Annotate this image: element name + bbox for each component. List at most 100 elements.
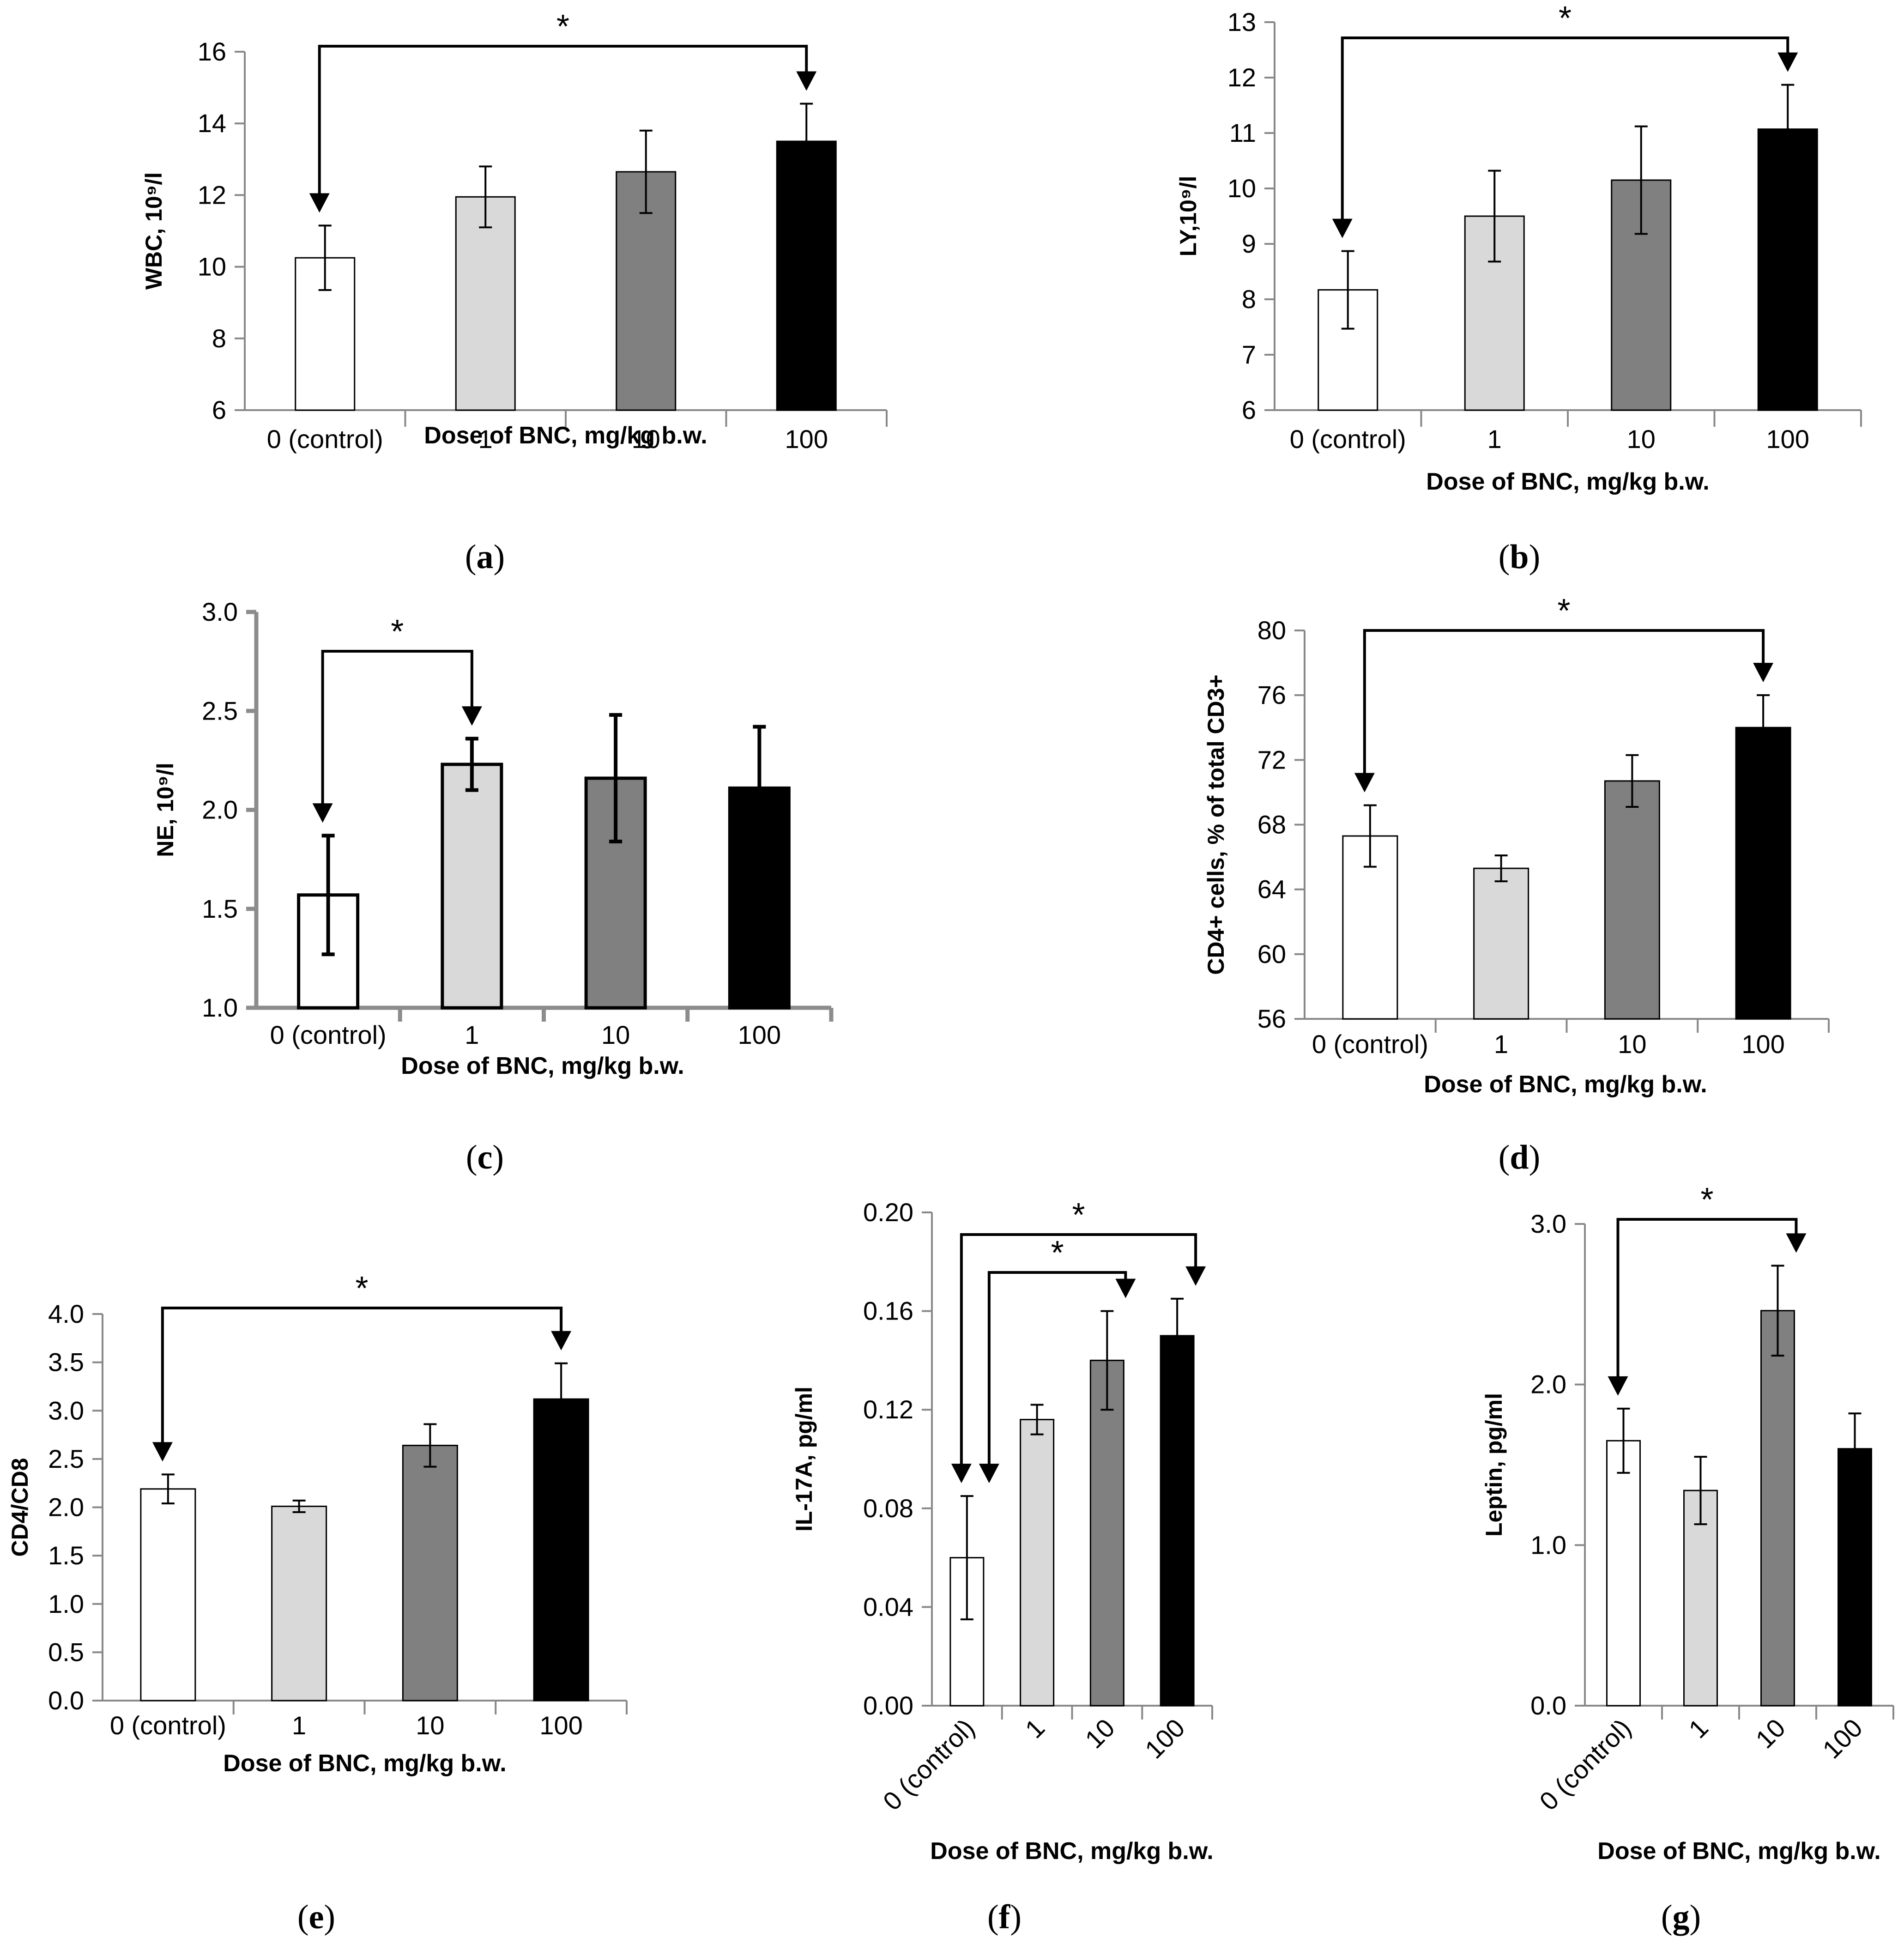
y-axis-label: CD4+ cells, % of total CD3+ bbox=[1203, 674, 1229, 975]
x-axis-label: Dose of BNC, mg/kg b.w. bbox=[223, 1750, 506, 1777]
x-tick-label: 10 bbox=[1079, 1713, 1120, 1754]
y-tick-label: 3.0 bbox=[1530, 1209, 1566, 1238]
y-tick-label: 11 bbox=[1229, 118, 1256, 147]
significance-bracket bbox=[960, 1233, 1197, 1478]
y-tick-label: 1.5 bbox=[202, 894, 238, 923]
bar-e-0 bbox=[140, 1488, 196, 1702]
y-tick-label: 0.16 bbox=[863, 1296, 913, 1326]
y-tick-label: 0.0 bbox=[1530, 1691, 1566, 1720]
y-tick-label: 0.08 bbox=[863, 1494, 913, 1523]
x-tick-label: 100 bbox=[785, 424, 828, 454]
panel-label-open: ( bbox=[987, 1898, 999, 1936]
panel-label-close: ) bbox=[1529, 1139, 1541, 1176]
y-axis-label: LY,10⁹/l bbox=[1175, 176, 1201, 257]
arrow-head bbox=[461, 706, 482, 726]
y-tick-label: 0.0 bbox=[48, 1686, 84, 1715]
y-tick-label: 1.0 bbox=[1530, 1530, 1566, 1559]
panel-label-open: ( bbox=[1661, 1898, 1673, 1936]
panel-label-close: ) bbox=[1529, 538, 1541, 576]
x-tick-label: 0 (control) bbox=[877, 1713, 980, 1816]
y-tick-label: 7 bbox=[1242, 340, 1256, 369]
y-tick-label: 12 bbox=[198, 180, 226, 209]
y-tick-label: 72 bbox=[1257, 745, 1286, 774]
y-tick-label: 1.5 bbox=[48, 1541, 84, 1570]
y-tick-label: 8 bbox=[1242, 285, 1256, 314]
bar-a-3 bbox=[776, 140, 837, 411]
x-axis-label: Dose of BNC, mg/kg b.w. bbox=[424, 422, 707, 449]
chart-d: 56 60 64 68 72 76 80 0 (control) 1 10 100 CD4+ cell… bbox=[1203, 593, 1830, 1176]
arrow-head bbox=[796, 71, 817, 91]
panel-label-letter: e bbox=[309, 1898, 324, 1936]
panel-label: (d) bbox=[1499, 1139, 1540, 1176]
x-tick-label: 0 (control) bbox=[1290, 424, 1406, 454]
arrow-head bbox=[1608, 1376, 1628, 1396]
y-tick-label: 6 bbox=[212, 395, 226, 424]
significance-star: * bbox=[1559, 0, 1572, 37]
x-tick-label: 10 bbox=[416, 1711, 444, 1740]
y-tick-label: 1.0 bbox=[202, 993, 238, 1022]
y-tick-label: 68 bbox=[1257, 810, 1286, 839]
panel-label-close: ) bbox=[1010, 1898, 1022, 1936]
y-tick-label: 76 bbox=[1257, 680, 1286, 709]
x-tick-label: 100 bbox=[1766, 424, 1809, 454]
y-axis-label: CD4/CD8 bbox=[7, 1458, 33, 1557]
y-tick-label: 2.0 bbox=[202, 795, 238, 824]
chart-f: 0.00 0.04 0.08 0.12 0.16 0.20 0 (control) 1 10 10… bbox=[791, 1197, 1214, 1936]
x-tick-label: 10 bbox=[1627, 424, 1656, 454]
bar-g-3 bbox=[1838, 1448, 1872, 1707]
x-tick-label: 10 bbox=[601, 1020, 630, 1049]
panel-label-close: ) bbox=[324, 1898, 335, 1936]
panel-label-letter: d bbox=[1510, 1139, 1529, 1176]
bar-g-2 bbox=[1760, 1310, 1795, 1707]
y-tick-label: 64 bbox=[1257, 875, 1286, 904]
bar-e-3 bbox=[533, 1398, 589, 1702]
significance-bracket bbox=[1363, 629, 1765, 787]
chart-a: 6 8 10 12 14 16 0 (control) 1 10 100 WBC, 10⁹/l Dos… bbox=[141, 8, 888, 576]
significance-star: * bbox=[1700, 1181, 1713, 1218]
x-tick-label: 10 bbox=[1618, 1030, 1646, 1059]
arrow-head bbox=[1786, 1233, 1807, 1253]
panel-label-open: ( bbox=[1499, 1139, 1510, 1176]
arrow-head bbox=[1354, 773, 1375, 793]
x-tick-label: 1 bbox=[465, 1020, 479, 1049]
x-tick-label: 0 (control) bbox=[270, 1020, 387, 1049]
arrow-head bbox=[551, 1331, 572, 1350]
y-tick-label: 60 bbox=[1257, 939, 1286, 969]
y-tick-label: 0.04 bbox=[863, 1592, 913, 1621]
y-tick-label: 2.0 bbox=[48, 1493, 84, 1522]
chart-e: 0.0 0.5 1.0 1.5 2.0 2.5 3.0 3.5 4.0 0 (control) 1 1… bbox=[7, 1270, 628, 1936]
x-tick-label: 100 bbox=[1741, 1030, 1784, 1059]
panel-label-open: ( bbox=[465, 538, 477, 576]
x-axis-label: Dose of BNC, mg/kg b.w. bbox=[1597, 1838, 1880, 1865]
x-tick-label: 1 bbox=[1020, 1713, 1051, 1744]
y-axis-label: WBC, 10⁹/l bbox=[141, 172, 167, 290]
x-tick-label: 1 bbox=[292, 1711, 306, 1740]
x-tick-label: 10 bbox=[1750, 1713, 1791, 1754]
significance-star: * bbox=[1051, 1235, 1064, 1272]
y-tick-label: 0.00 bbox=[863, 1691, 913, 1720]
arrow-head bbox=[1185, 1266, 1206, 1286]
panel-label-open: ( bbox=[297, 1898, 309, 1936]
x-tick-label: 1 bbox=[1494, 1030, 1508, 1059]
significance-star: * bbox=[391, 613, 404, 650]
panel-label-open: ( bbox=[466, 1139, 478, 1176]
x-tick-label: 0 (control) bbox=[267, 424, 383, 454]
bar-d-1 bbox=[1473, 867, 1529, 1020]
significance-bracket bbox=[161, 1307, 563, 1456]
y-tick-label: 3.0 bbox=[48, 1396, 84, 1425]
significance-bracket bbox=[1341, 36, 1789, 233]
y-tick-label: 3.5 bbox=[48, 1348, 84, 1377]
x-axis-label: Dose of BNC, mg/kg b.w. bbox=[1424, 1071, 1707, 1098]
bar-d-2 bbox=[1604, 780, 1660, 1020]
x-axis-label: Dose of BNC, mg/kg b.w. bbox=[930, 1838, 1213, 1865]
bar-b-3 bbox=[1757, 128, 1818, 411]
bar-g-1 bbox=[1683, 1490, 1718, 1707]
panel-label-open: ( bbox=[1499, 538, 1510, 576]
x-tick-label: 100 bbox=[1139, 1713, 1191, 1764]
panel-label-close: ) bbox=[494, 538, 505, 576]
x-tick-label: 1 bbox=[1487, 424, 1502, 454]
y-axis-label: IL-17A, pg/ml bbox=[791, 1387, 817, 1532]
panel-label: (c) bbox=[466, 1139, 504, 1176]
y-tick-label: 0.12 bbox=[863, 1395, 913, 1424]
significance-star: * bbox=[355, 1270, 368, 1307]
